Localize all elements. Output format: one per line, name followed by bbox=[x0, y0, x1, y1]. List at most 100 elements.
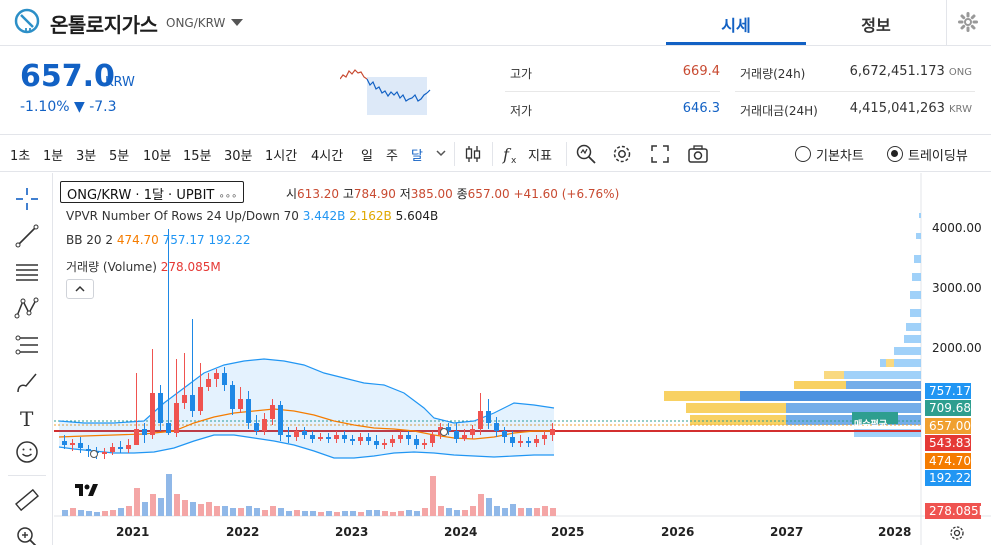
gear-icon[interactable] bbox=[958, 12, 978, 32]
tab-market-price[interactable]: 시세 bbox=[721, 16, 751, 35]
chart-canvas[interactable] bbox=[54, 173, 991, 545]
basic-chart-label[interactable]: 기본차트 bbox=[816, 149, 864, 164]
indicator-button[interactable]: 지표 bbox=[528, 149, 552, 164]
candle-body bbox=[518, 441, 523, 443]
tradingview-radio[interactable] bbox=[887, 146, 903, 162]
tradingview-label[interactable]: 트레이딩뷰 bbox=[908, 149, 968, 164]
collapse-legend-button[interactable] bbox=[66, 279, 94, 299]
low-value: 385.00 bbox=[410, 187, 453, 201]
volume-bar bbox=[110, 510, 116, 516]
volume-bar bbox=[398, 511, 404, 516]
tradingview-logo-icon bbox=[75, 484, 98, 496]
vpvr-legend[interactable]: VPVR Number Of Rows 24 Up/Down 70 3.442B… bbox=[66, 209, 438, 223]
timeframe-1s[interactable]: 1초 bbox=[10, 149, 31, 164]
volume-unit: ONG bbox=[948, 67, 972, 78]
price-tag: 757.17 bbox=[925, 383, 971, 399]
volume-legend[interactable]: 거래량 (Volume) 278.085M bbox=[66, 258, 221, 275]
timeframe-month[interactable]: 달 bbox=[411, 149, 423, 164]
candle-body bbox=[246, 399, 251, 423]
tab-info[interactable]: 정보 bbox=[861, 16, 891, 35]
candle-body bbox=[486, 411, 491, 423]
zoom-in-icon[interactable] bbox=[14, 524, 40, 545]
volume-bar bbox=[294, 510, 300, 516]
volume-profile bbox=[664, 213, 921, 437]
magnifier-alert-icon[interactable] bbox=[575, 143, 597, 165]
fibonacci-icon[interactable] bbox=[14, 333, 40, 359]
gear-icon[interactable] bbox=[949, 525, 965, 541]
crosshair-icon[interactable] bbox=[14, 186, 40, 212]
price-change: -1.10% ▼ -7.3 bbox=[20, 99, 117, 115]
camera-icon[interactable] bbox=[687, 143, 709, 165]
bb-legend[interactable]: BB 20 2 474.70 757.17 192.22 bbox=[66, 233, 250, 247]
candle-body bbox=[526, 441, 531, 443]
volume-bar bbox=[486, 498, 492, 516]
symbol-legend[interactable]: ONG/KRW · 1달 · UPBIT ∘∘∘ bbox=[60, 181, 245, 203]
brush-icon[interactable] bbox=[14, 370, 40, 396]
timeframe-15m[interactable]: 15분 bbox=[183, 149, 212, 164]
candle-body bbox=[78, 443, 83, 448]
price-tag: 709.68 bbox=[925, 400, 971, 416]
volume-bar bbox=[366, 510, 372, 516]
bollinger-lower bbox=[58, 434, 554, 459]
candle-body bbox=[86, 449, 91, 451]
top-bar: 온톨로지가스 ONG/KRW 시세 정보 bbox=[0, 0, 991, 46]
divider bbox=[505, 91, 720, 92]
volume-label: 거래량(24h) bbox=[740, 67, 806, 81]
emoji-icon[interactable] bbox=[14, 439, 40, 465]
candlestick-icon[interactable] bbox=[462, 143, 484, 165]
ruler-icon[interactable] bbox=[14, 487, 40, 513]
price-chart[interactable]: ONG/KRW · 1달 · UPBIT ∘∘∘ 시613.20 고784.90… bbox=[54, 173, 991, 545]
chevron-down-icon[interactable] bbox=[434, 145, 448, 161]
candle-body bbox=[174, 403, 179, 433]
timeframe-10m[interactable]: 10분 bbox=[143, 149, 172, 164]
candle-body bbox=[462, 435, 467, 439]
candle-body bbox=[430, 435, 435, 443]
timeframe-5m[interactable]: 5분 bbox=[109, 149, 130, 164]
candle-body bbox=[358, 437, 363, 441]
trendline-icon[interactable] bbox=[14, 223, 40, 249]
chevron-down-icon[interactable] bbox=[231, 19, 243, 26]
coin-name[interactable]: 온톨로지가스 bbox=[50, 13, 158, 37]
volume-bar bbox=[246, 506, 252, 516]
candle-body bbox=[214, 373, 219, 379]
divider bbox=[735, 91, 975, 92]
horizontal-lines-icon[interactable] bbox=[14, 259, 40, 285]
candle-body bbox=[110, 447, 115, 452]
symbol-legend-title: ONG/KRW · 1달 · UPBIT bbox=[67, 188, 215, 203]
candle-body bbox=[294, 431, 299, 437]
timeframe-30m[interactable]: 30분 bbox=[224, 149, 253, 164]
text-tool-icon[interactable]: T bbox=[14, 405, 40, 431]
candle-body bbox=[254, 423, 259, 431]
volume-bar bbox=[62, 510, 68, 516]
more-icon[interactable]: ∘∘∘ bbox=[218, 191, 238, 202]
pattern-icon[interactable] bbox=[14, 296, 40, 322]
candle-body bbox=[190, 395, 195, 411]
volume-bar bbox=[318, 512, 324, 516]
volume-bar bbox=[462, 510, 468, 516]
timeframe-4h[interactable]: 4시간 bbox=[311, 149, 344, 164]
timeframe-3m[interactable]: 3분 bbox=[76, 149, 97, 164]
amount-number: 4,415,041,263 bbox=[849, 101, 945, 116]
candle-body bbox=[366, 437, 371, 441]
timeframe-1h[interactable]: 1시간 bbox=[265, 149, 298, 164]
timeframe-day[interactable]: 일 bbox=[361, 149, 373, 164]
candle-body bbox=[414, 439, 419, 445]
coin-pair[interactable]: ONG/KRW bbox=[166, 16, 226, 30]
function-icon[interactable]: f x bbox=[500, 143, 522, 165]
volume-bar bbox=[358, 512, 364, 516]
timeframe-1m[interactable]: 1분 bbox=[43, 149, 64, 164]
volume-bar bbox=[470, 506, 476, 516]
candle-body bbox=[230, 385, 235, 409]
candle-body bbox=[334, 435, 339, 439]
gear-icon[interactable] bbox=[611, 143, 633, 165]
candle-body bbox=[238, 399, 243, 409]
volume-bar bbox=[446, 508, 452, 516]
volume-bar bbox=[438, 506, 444, 516]
year-label: 2027 bbox=[770, 525, 804, 539]
volume-bar bbox=[542, 506, 548, 516]
timeframe-week[interactable]: 주 bbox=[386, 149, 398, 164]
fullscreen-icon[interactable] bbox=[649, 143, 671, 165]
volume-bar bbox=[70, 508, 76, 516]
basic-chart-radio[interactable] bbox=[795, 146, 811, 162]
candle-body bbox=[494, 423, 499, 431]
